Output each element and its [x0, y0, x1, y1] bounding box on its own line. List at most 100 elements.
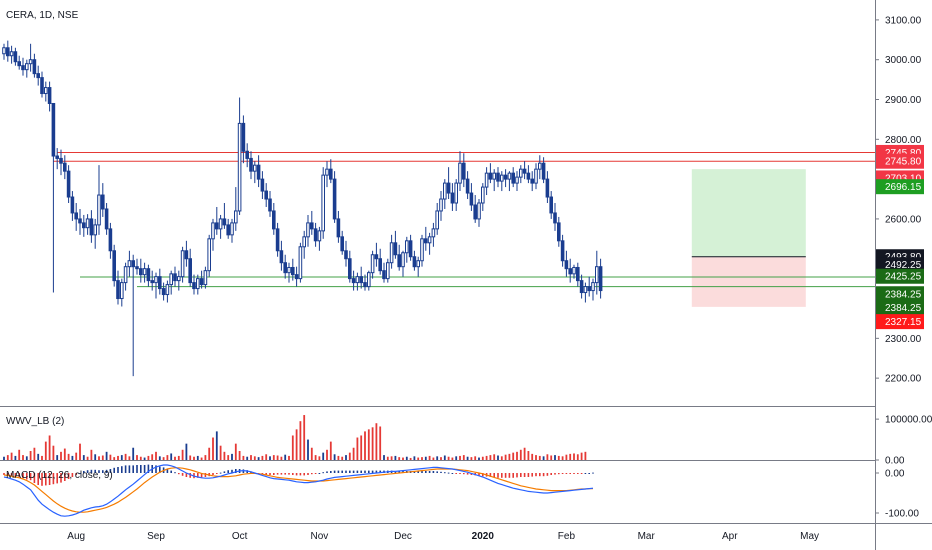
macd-indicator-label[interactable]: MACD (12, 26, close, 9): [6, 470, 113, 481]
candle-body: [142, 268, 147, 276]
macd-histogram-bar: [174, 472, 176, 474]
volume-bar: [246, 456, 249, 460]
macd-histogram-bar: [501, 473, 503, 478]
time-tick-label: Mar: [638, 531, 656, 542]
candle-body: [522, 168, 527, 174]
candle-body: [169, 273, 173, 286]
volume-bar: [474, 456, 477, 460]
candle-body: [557, 222, 561, 242]
price-tag: 2492.25: [876, 257, 924, 273]
volume-bar: [177, 455, 180, 460]
macd-histogram-bar: [444, 472, 446, 474]
macd-histogram-bar: [307, 473, 309, 475]
volume-bar: [459, 455, 461, 460]
candle-body: [51, 102, 56, 157]
macd-histogram-bar: [14, 473, 17, 477]
macd-histogram-bar: [375, 470, 378, 473]
macd-histogram-bar: [561, 473, 564, 474]
candle-body: [85, 218, 90, 229]
macd-histogram-bar: [417, 471, 419, 473]
macd-histogram-bar: [7, 473, 9, 476]
volume-bar: [25, 456, 28, 460]
candle-body: [454, 182, 458, 204]
price-tag-box: [876, 314, 924, 330]
volume-bar: [37, 453, 40, 460]
volume-bar: [189, 455, 192, 460]
volume-bar: [379, 426, 382, 460]
macd-histogram-bar: [113, 467, 115, 473]
macd-histogram-bar: [516, 473, 518, 478]
macd-histogram-bar: [52, 473, 55, 485]
time-tick-label: Dec: [394, 531, 412, 542]
volume-bar: [10, 452, 13, 460]
time-tick-label: Sep: [147, 531, 165, 542]
volume-bar: [329, 441, 332, 460]
candle-body: [135, 266, 139, 270]
candle-body: [192, 282, 196, 290]
volume-indicator-label[interactable]: WWV_LB (2): [6, 416, 64, 427]
candle-body: [226, 224, 230, 236]
candle-body: [351, 278, 356, 284]
macd-histogram-bar: [231, 469, 233, 473]
macd-histogram-bar: [520, 473, 522, 477]
volume-bar: [512, 452, 515, 460]
macd-histogram-bar: [311, 473, 313, 475]
candle-body: [344, 250, 348, 260]
symbol-header[interactable]: CERA, 1D, NSE: [6, 10, 79, 21]
volume-bar: [561, 456, 564, 460]
candle-body: [203, 270, 208, 286]
volume-bar: [124, 453, 127, 460]
candle-body: [2, 47, 6, 55]
candle-body: [199, 278, 204, 286]
candle-body: [9, 51, 14, 57]
volume-bar: [193, 456, 195, 460]
macd-histogram-bar: [140, 465, 142, 473]
candle-body: [154, 276, 158, 284]
macd-histogram-bar: [166, 469, 169, 473]
volume-bar: [3, 456, 5, 460]
macd-histogram-bar: [79, 473, 81, 474]
candle-body: [462, 162, 466, 180]
volume-bar: [174, 456, 176, 460]
macd-histogram-bar: [588, 473, 590, 474]
macd-histogram-bar: [478, 473, 480, 476]
loss-zone: [691, 256, 806, 307]
candle-body: [469, 192, 474, 206]
profit-zone: [691, 169, 806, 257]
candle-body: [222, 218, 227, 226]
volume-bar: [333, 454, 336, 460]
candle-body: [519, 168, 523, 178]
candle-body: [511, 172, 515, 184]
candle-body: [492, 172, 496, 180]
price-axis[interactable]: 3100.003000.002900.002800.002700.002600.…: [875, 15, 922, 385]
volume-bar: [371, 427, 374, 460]
macd-histogram-bar: [90, 469, 93, 473]
macd-histogram-bar: [83, 471, 85, 473]
macd-tick-label: 0.00: [885, 469, 905, 480]
volume-bar: [113, 457, 116, 460]
candle-body: [310, 222, 314, 230]
volume-bar: [481, 456, 484, 460]
position-tool[interactable]: [691, 169, 806, 307]
time-axis[interactable]: JulAugSepOctNovDec2020FebMarAprMay: [0, 531, 819, 542]
volume-bar: [208, 447, 211, 460]
macd-histogram-bar: [455, 473, 457, 474]
volume-bar: [421, 457, 423, 460]
volume-bar: [314, 455, 317, 460]
volume-bar: [151, 454, 154, 460]
candle-body: [97, 194, 101, 226]
macd-histogram-bar: [425, 471, 427, 473]
macd-histogram-bar: [379, 470, 381, 473]
volume-bar: [238, 451, 241, 460]
candle-body: [367, 272, 371, 288]
volume-bar: [60, 451, 62, 460]
candle-body: [279, 250, 284, 264]
macd-histogram-bar: [219, 472, 222, 474]
candle-body: [340, 236, 344, 252]
volume-bar: [402, 457, 404, 460]
candle-body: [598, 266, 603, 292]
macd-histogram-bar: [204, 473, 207, 477]
candlestick-series: [2, 40, 603, 377]
candle-body: [553, 212, 557, 224]
